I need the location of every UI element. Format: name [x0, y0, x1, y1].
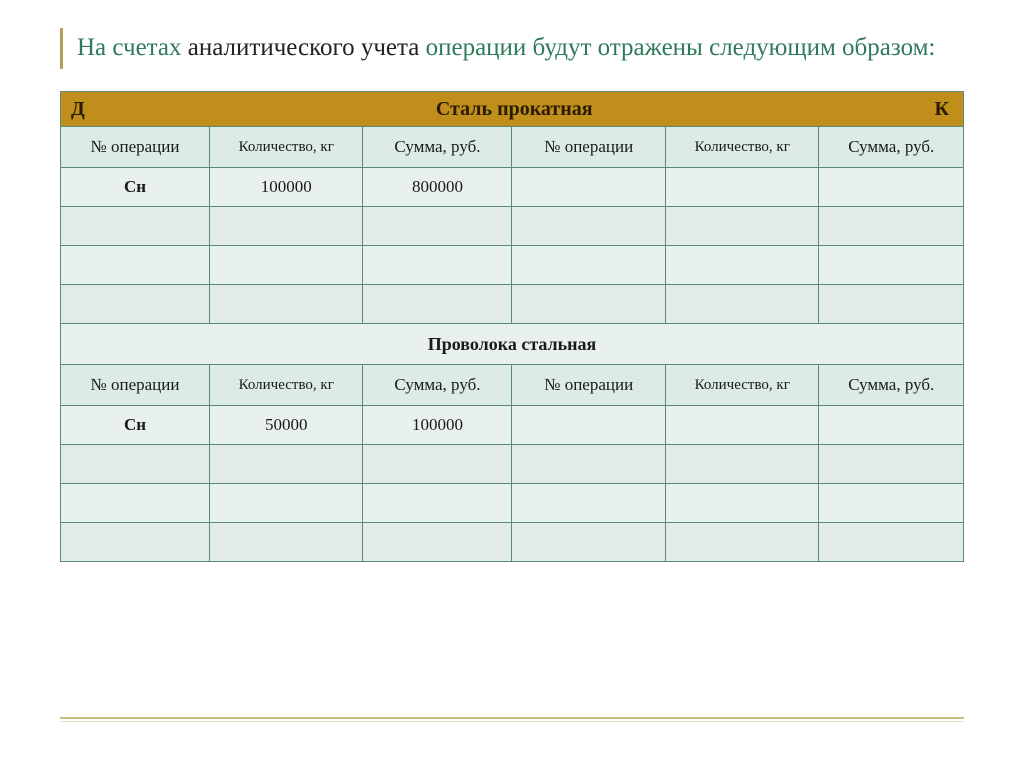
column-header-row: № операции Количество, кг Сумма, руб. № … — [61, 127, 964, 168]
table-title-row: Д Сталь прокатная К — [61, 92, 964, 127]
cell — [819, 285, 964, 324]
cell — [819, 207, 964, 246]
cell — [363, 523, 512, 562]
table-row — [61, 246, 964, 285]
table-row: Сн 100000 800000 — [61, 168, 964, 207]
cell — [819, 484, 964, 523]
cell — [61, 285, 210, 324]
cell — [665, 406, 819, 445]
credit-marker: К — [819, 92, 964, 127]
cell — [363, 484, 512, 523]
cell: Сн — [61, 168, 210, 207]
cell — [61, 207, 210, 246]
cell — [665, 484, 819, 523]
cell — [61, 445, 210, 484]
col-sum-d: Сумма, руб. — [363, 365, 512, 406]
section2-title: Проволока стальная — [61, 324, 964, 365]
col-sum-d: Сумма, руб. — [363, 127, 512, 168]
cell — [61, 484, 210, 523]
cell — [363, 445, 512, 484]
cell: 100000 — [363, 406, 512, 445]
table-row — [61, 523, 964, 562]
cell — [209, 285, 363, 324]
cell: 100000 — [209, 168, 363, 207]
col-op-no-d: № операции — [61, 127, 210, 168]
cell — [819, 406, 964, 445]
cell — [209, 246, 363, 285]
slide-title: На счетах аналитического учета операции … — [60, 28, 964, 69]
table-row — [61, 285, 964, 324]
cell — [209, 523, 363, 562]
cell — [61, 246, 210, 285]
cell — [363, 207, 512, 246]
cell: Сн — [61, 406, 210, 445]
cell — [512, 285, 666, 324]
cell — [819, 168, 964, 207]
cell — [61, 523, 210, 562]
col-qty-k: Количество, кг — [665, 127, 819, 168]
accounting-table: Д Сталь прокатная К № операции Количеств… — [60, 91, 964, 562]
cell — [512, 406, 666, 445]
cell — [665, 523, 819, 562]
cell — [819, 246, 964, 285]
col-sum-k: Сумма, руб. — [819, 127, 964, 168]
cell — [512, 168, 666, 207]
cell — [819, 523, 964, 562]
title-seg2: аналитического учета — [182, 34, 426, 61]
footer-rule — [60, 717, 964, 722]
cell — [819, 445, 964, 484]
cell — [209, 207, 363, 246]
slide: На счетах аналитического учета операции … — [0, 0, 1024, 768]
cell — [665, 207, 819, 246]
cell — [512, 246, 666, 285]
cell: 800000 — [363, 168, 512, 207]
table-row — [61, 445, 964, 484]
cell — [665, 246, 819, 285]
section2-title-row: Проволока стальная — [61, 324, 964, 365]
col-qty-d: Количество, кг — [209, 127, 363, 168]
cell — [512, 484, 666, 523]
cell — [665, 285, 819, 324]
cell — [665, 445, 819, 484]
debit-marker: Д — [61, 92, 210, 127]
title-seg3: операции будут отражены следующим образо… — [426, 34, 936, 61]
table-row — [61, 207, 964, 246]
column-header-row: № операции Количество, кг Сумма, руб. № … — [61, 365, 964, 406]
table-row — [61, 484, 964, 523]
cell — [665, 168, 819, 207]
cell — [209, 445, 363, 484]
col-op-no-k: № операции — [512, 365, 666, 406]
title-seg1: На счетах — [77, 34, 182, 61]
col-op-no-d: № операции — [61, 365, 210, 406]
col-qty-k: Количество, кг — [665, 365, 819, 406]
cell — [209, 484, 363, 523]
cell — [363, 246, 512, 285]
cell — [512, 445, 666, 484]
cell — [512, 523, 666, 562]
table-row: Сн 50000 100000 — [61, 406, 964, 445]
cell — [512, 207, 666, 246]
col-op-no-k: № операции — [512, 127, 666, 168]
cell — [363, 285, 512, 324]
section1-title: Сталь прокатная — [209, 92, 818, 127]
cell: 50000 — [209, 406, 363, 445]
col-sum-k: Сумма, руб. — [819, 365, 964, 406]
col-qty-d: Количество, кг — [209, 365, 363, 406]
